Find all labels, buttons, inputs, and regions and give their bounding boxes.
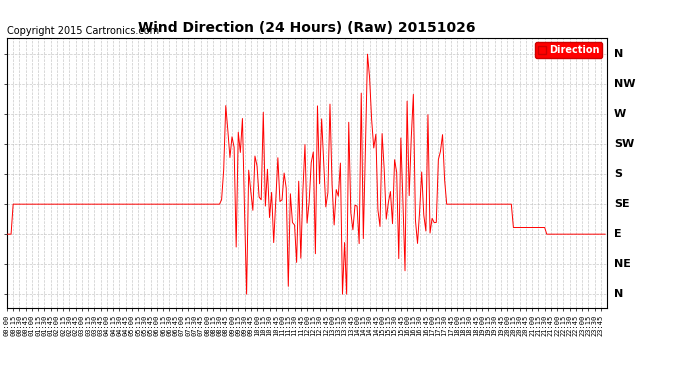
Text: SW: SW bbox=[614, 139, 634, 149]
Text: NE: NE bbox=[614, 259, 631, 269]
Text: W: W bbox=[614, 109, 627, 119]
Text: Copyright 2015 Cartronics.com: Copyright 2015 Cartronics.com bbox=[7, 26, 159, 36]
Text: S: S bbox=[614, 169, 622, 179]
Text: N: N bbox=[614, 49, 623, 59]
Text: NW: NW bbox=[614, 79, 635, 89]
Text: E: E bbox=[614, 229, 622, 239]
Text: N: N bbox=[614, 289, 623, 299]
Legend: Direction: Direction bbox=[535, 42, 602, 58]
Title: Wind Direction (24 Hours) (Raw) 20151026: Wind Direction (24 Hours) (Raw) 20151026 bbox=[138, 21, 476, 35]
Text: SE: SE bbox=[614, 199, 630, 209]
